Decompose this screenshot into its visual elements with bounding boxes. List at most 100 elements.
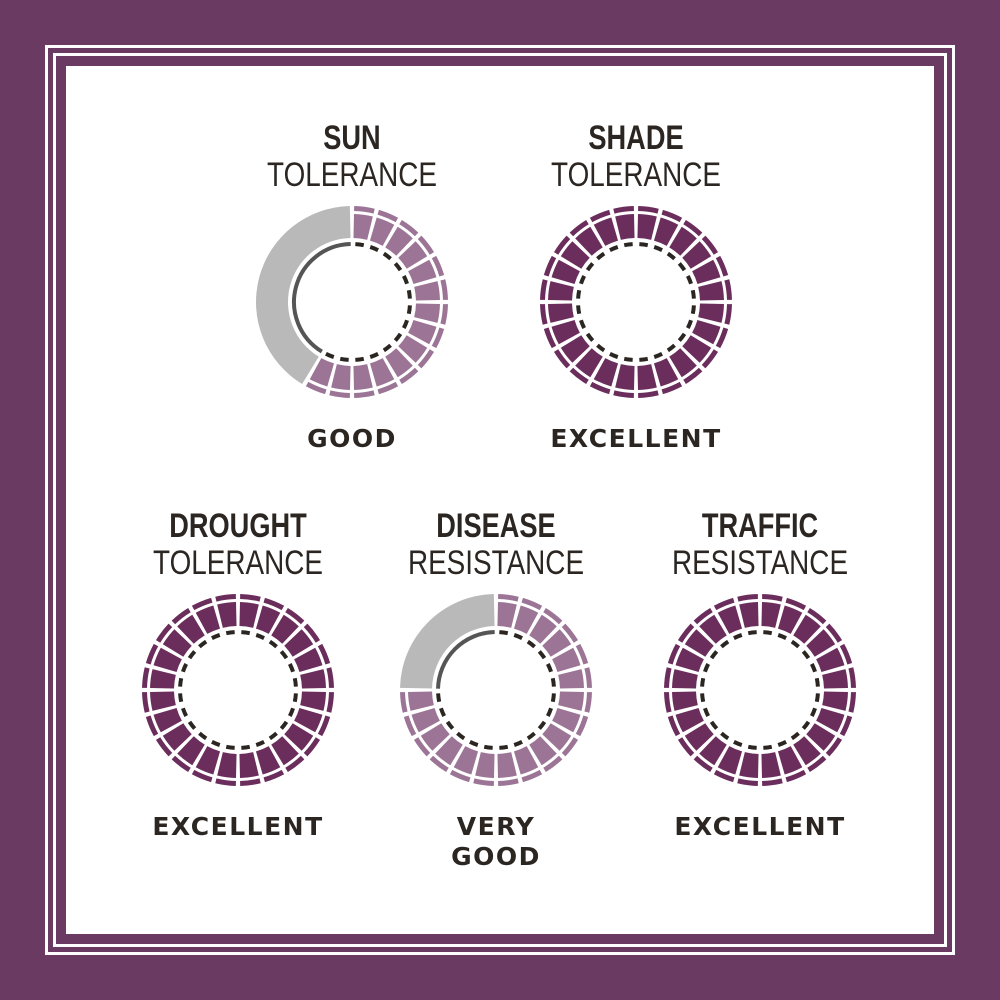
gauge-outer-segment [589, 381, 611, 395]
gauge-inner-segment [548, 281, 574, 301]
gauge-inner-segment [414, 303, 440, 323]
gauge-outer-segment [317, 643, 331, 665]
gauge-inner-segment [777, 746, 803, 775]
gauge-empty-arc [255, 206, 351, 385]
gauge-outer-segment [429, 755, 449, 773]
gauge-outer-segment [785, 597, 807, 611]
metric-subtitle: TOLERANCE [551, 156, 721, 194]
gauge-outer-segment [661, 381, 683, 395]
gauge-inner-segment [560, 335, 590, 363]
gauge-inner-segment [411, 707, 440, 733]
gauge-dash [402, 275, 409, 285]
gauge-dash [623, 356, 633, 362]
gauge-inner-segment [675, 647, 704, 673]
gauge-outer-segment [155, 623, 173, 643]
disease-resistance-gauge [400, 594, 592, 786]
gauge-inner-segment [255, 746, 281, 775]
gauge-inner-segment [653, 217, 679, 246]
metric-rating: GOOD [307, 424, 397, 453]
gauge-outer-segment [543, 607, 563, 625]
gauge-dash [653, 245, 663, 252]
gauge-dash [609, 245, 619, 252]
gauge-outer-segment [449, 769, 471, 783]
gauge-dash [709, 720, 719, 730]
gauge-dash [255, 740, 265, 747]
gauge-inner-segment [239, 752, 259, 778]
gauge-dash [576, 289, 582, 299]
gauge-dash [292, 693, 298, 703]
sun-tolerance-gauge [255, 206, 448, 398]
gauge-inner-segment [548, 303, 574, 323]
gauge-inner-segment [637, 364, 657, 390]
gauge-outer-segment [724, 279, 732, 300]
gauge-inner-segment [309, 358, 335, 387]
gauge-inner-segment [150, 669, 176, 689]
gauge-outer-segment [399, 367, 419, 385]
gauge-dash [382, 343, 392, 353]
gauge-dash [666, 251, 676, 261]
gauge-inner-segment [615, 214, 635, 240]
gauge-outer-segment [543, 755, 563, 773]
gauge-inner-segment [653, 358, 679, 387]
gauge-dash [686, 319, 693, 329]
gauge-outer-segment [575, 715, 589, 737]
gauge-outer-segment [215, 778, 236, 786]
gauge-outer-segment [839, 715, 853, 737]
gauge-dash [255, 633, 265, 640]
gauge-inner-segment [615, 364, 635, 390]
gauge-inner-segment [699, 736, 727, 766]
gauge-inner-segment [162, 629, 192, 657]
gauge-dash [639, 242, 649, 248]
gauge-inner-segment [453, 746, 479, 775]
gauge-dash [436, 693, 442, 703]
gauge-inner-segment [777, 605, 803, 634]
gauge-inner-segment [300, 669, 326, 689]
gauge-dash [677, 332, 687, 342]
metric-title: TRAFFIC [701, 507, 819, 545]
gauge-inner-segment [684, 723, 714, 751]
gauge-dash [225, 744, 235, 750]
gauge-dash [801, 650, 811, 660]
gauge-inner-segment [331, 364, 351, 390]
gauge-outer-segment [317, 715, 331, 737]
gauge-outer-segment [664, 692, 672, 713]
metric-traffic-resistance: TRAFFIC RESISTANCE EXCELLENT [610, 508, 910, 842]
gauge-dash [406, 305, 412, 315]
gauge-outer-segment [413, 737, 431, 757]
gauge-outer-segment [575, 643, 589, 665]
gauge-inner-segment [271, 614, 299, 644]
gauge-outer-segment [354, 390, 375, 398]
gauge-dash [211, 740, 221, 747]
gauge-dash [198, 731, 208, 741]
gauge-dash [241, 744, 251, 750]
gauge-dash [279, 650, 289, 660]
gauge-dash [814, 693, 820, 703]
gauge-inner-segment [408, 319, 437, 345]
gauge-inner-segment [739, 602, 759, 628]
gauge-inner-segment [551, 319, 580, 345]
gauge-outer-segment [285, 755, 305, 773]
gauge-outer-segment [677, 623, 695, 643]
gauge-outer-segment [521, 769, 543, 783]
gauge-inner-segment [793, 736, 821, 766]
gauge-outer-segment [701, 235, 719, 255]
gauge-dash [178, 677, 184, 687]
gauge-outer-segment [713, 769, 735, 783]
gauge-inner-segment [637, 214, 657, 240]
gauge-inner-segment [414, 281, 440, 301]
gauge-dash [700, 693, 706, 703]
gauge-dash [576, 305, 582, 315]
gauge-outer-segment [377, 209, 399, 223]
gauge-dash [777, 633, 787, 640]
gauge-inner-segment [475, 752, 495, 778]
gauge-outer-segment [584, 692, 592, 713]
gauge-inner-segment [153, 707, 182, 733]
gauge-inner-segment [761, 752, 781, 778]
gauge-outer-segment [569, 219, 589, 237]
gauge-inner-segment [672, 669, 698, 689]
metric-disease-resistance: DISEASE RESISTANCE VERY GOOD [346, 508, 646, 872]
gauge-outer-segment [285, 607, 305, 625]
gauge-dash [720, 731, 730, 741]
gauge-outer-segment [693, 607, 713, 625]
gauge-dash [763, 744, 773, 750]
